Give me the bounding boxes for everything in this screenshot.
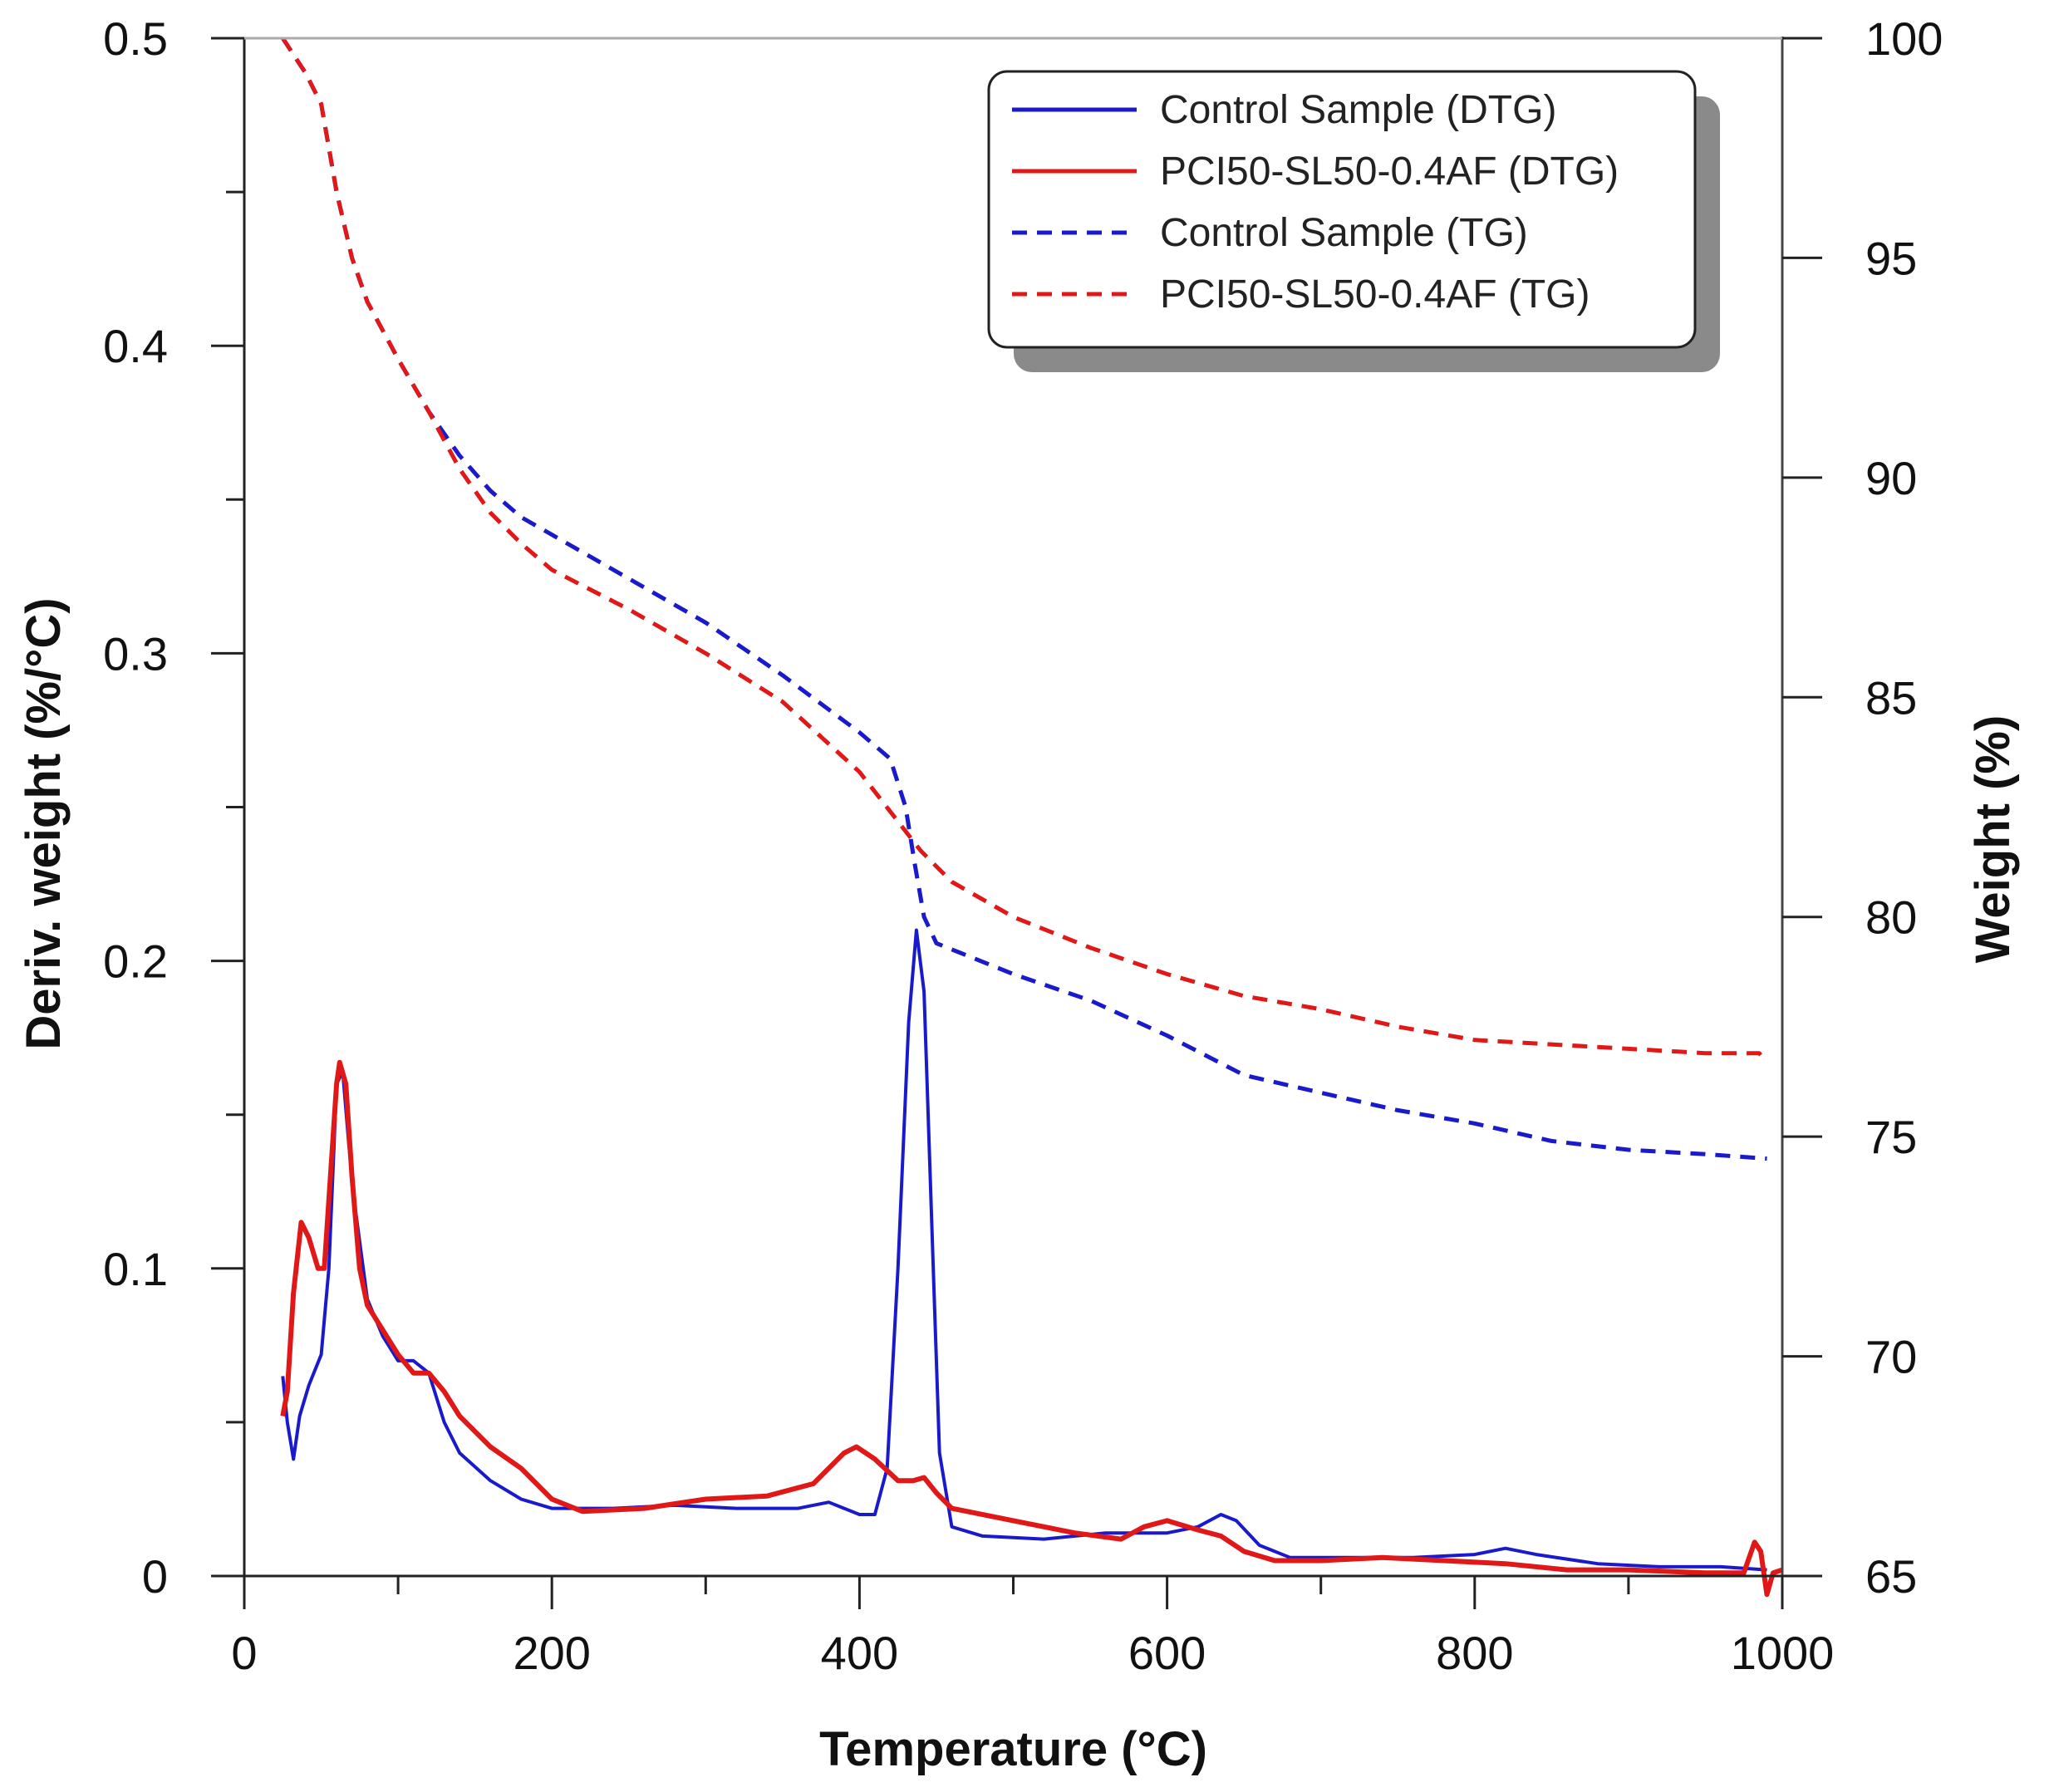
x-tick-label: 0 bbox=[231, 1627, 257, 1679]
y-left-tick-label: 0.4 bbox=[103, 320, 168, 372]
legend-box bbox=[987, 70, 1697, 349]
series-line-2 bbox=[281, 37, 1767, 1161]
series-line-0 bbox=[281, 928, 1767, 1572]
y-right-tick-label: 80 bbox=[1865, 891, 1917, 944]
x-tick-label: 400 bbox=[821, 1627, 898, 1679]
series-layer bbox=[280, 37, 1783, 1598]
y-left-tick-label: 0 bbox=[142, 1550, 168, 1603]
y-right-tick-label: 85 bbox=[1865, 671, 1917, 724]
legend-label-0: Control Sample (DTG) bbox=[1160, 88, 1556, 132]
legend-label-3: PCI50-SL50-0.4AF (TG) bbox=[1160, 272, 1590, 317]
x-tick-label: 800 bbox=[1436, 1627, 1513, 1679]
series-line-1 bbox=[280, 1059, 1783, 1598]
legend-label-1: PCI50-SL50-0.4AF (DTG) bbox=[1160, 150, 1619, 194]
x-tick-label: 600 bbox=[1128, 1627, 1206, 1679]
y-left-axis-title: Deriv. weight (%/°C) bbox=[17, 597, 71, 1049]
y-left-tick-label: 0.3 bbox=[103, 627, 168, 680]
x-axis-title: Temperature (°C) bbox=[819, 1722, 1207, 1776]
series-line-3 bbox=[281, 37, 1769, 1063]
legend-label-2: Control Sample (TG) bbox=[1160, 211, 1528, 255]
y-left-tick-label: 0.1 bbox=[103, 1243, 168, 1295]
y-right-tick-label: 65 bbox=[1865, 1550, 1917, 1603]
y-right-tick-label: 75 bbox=[1865, 1111, 1917, 1163]
y-right-tick-label: 100 bbox=[1865, 12, 1943, 65]
axes-layer: 0 200 400 600 800 1000 0 0.1 0.2 0.3 0.4 0.5 65 70 75 8… bbox=[17, 12, 2020, 1776]
y-left-tick-label: 0.5 bbox=[103, 12, 168, 65]
y-right-tick-label: 70 bbox=[1865, 1331, 1917, 1383]
y-right-tick-label: 90 bbox=[1865, 452, 1917, 504]
legend: Control Sample (DTG) PCI50-SL50-0.4AF (DT… bbox=[987, 70, 1720, 372]
y-left-tick-label: 0.2 bbox=[103, 935, 168, 988]
x-tick-label: 200 bbox=[513, 1627, 590, 1679]
x-tick-label: 1000 bbox=[1731, 1627, 1835, 1679]
y-right-tick-label: 95 bbox=[1865, 232, 1917, 284]
y-right-axis-title: Weight (%) bbox=[1966, 715, 2020, 964]
